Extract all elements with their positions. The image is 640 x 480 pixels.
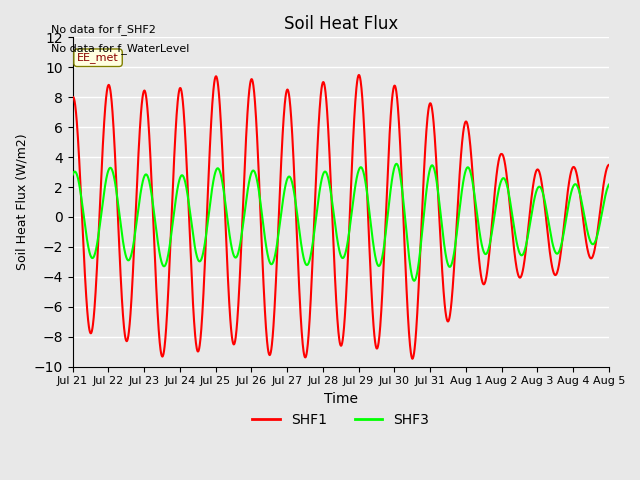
X-axis label: Time: Time [324, 392, 358, 406]
Legend: SHF1, SHF3: SHF1, SHF3 [246, 407, 435, 432]
Text: No data for f_WaterLevel: No data for f_WaterLevel [51, 43, 189, 54]
Text: EE_met: EE_met [77, 52, 119, 63]
Y-axis label: Soil Heat Flux (W/m2): Soil Heat Flux (W/m2) [15, 133, 28, 270]
Title: Soil Heat Flux: Soil Heat Flux [284, 15, 398, 33]
Text: No data for f_SHF2: No data for f_SHF2 [51, 24, 156, 35]
